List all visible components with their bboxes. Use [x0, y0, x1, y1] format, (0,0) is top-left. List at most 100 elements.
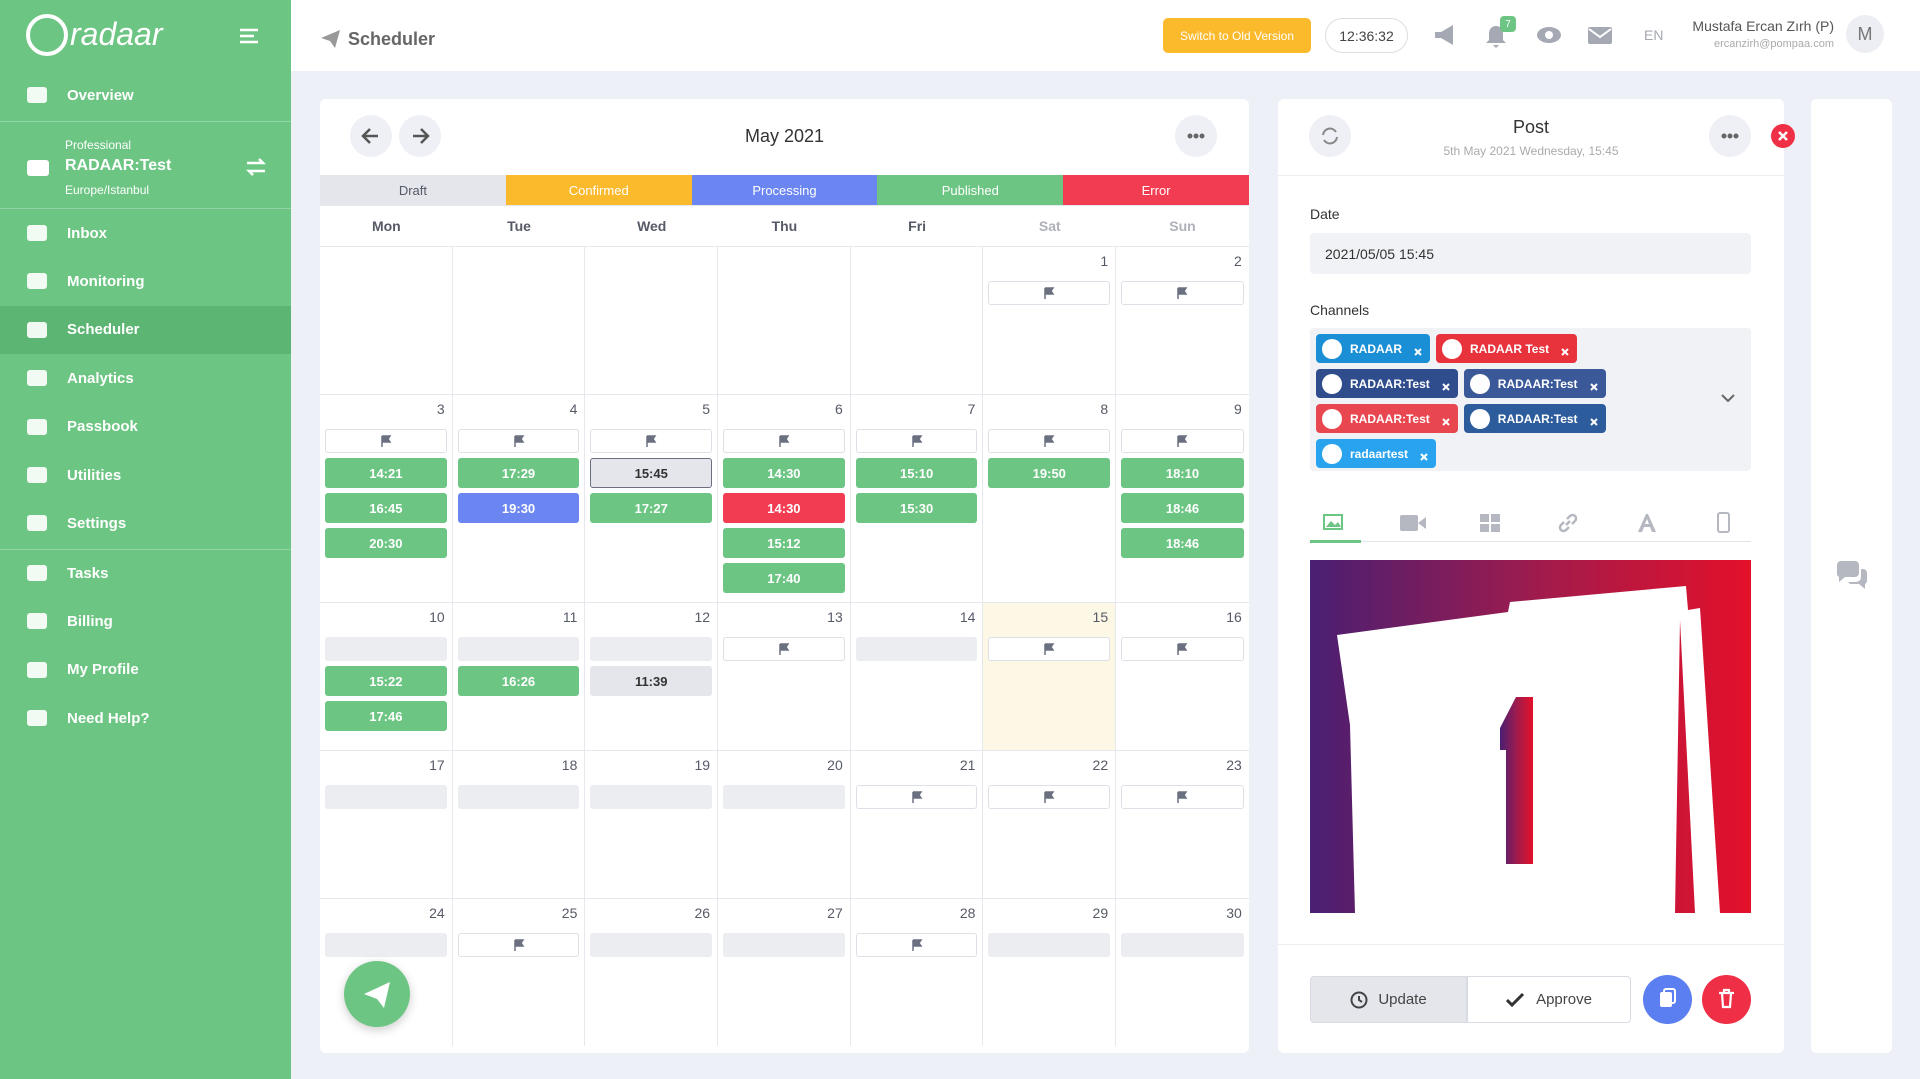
status-1[interactable]: Confirmed: [505, 175, 692, 205]
old-version-button[interactable]: Switch to Old Version: [1163, 18, 1311, 53]
flag-slot[interactable]: [325, 429, 447, 453]
day-cell[interactable]: 13: [718, 603, 851, 750]
flag-slot[interactable]: [1121, 637, 1244, 661]
remove-channel[interactable]: [1589, 415, 1598, 426]
empty-slot[interactable]: [988, 933, 1111, 957]
day-cell[interactable]: 5 15:45 17:27: [585, 395, 719, 602]
flag-slot[interactable]: [855, 785, 978, 809]
menu-item[interactable]: Overview: [0, 71, 291, 119]
day-cell[interactable]: 23: [1116, 751, 1249, 898]
day-cell[interactable]: 10 15:22 17:46: [320, 603, 453, 750]
channels-expand[interactable]: [1721, 394, 1735, 404]
event[interactable]: 16:45: [325, 493, 447, 523]
empty-slot[interactable]: [723, 933, 845, 957]
approve-button[interactable]: Approve: [1467, 976, 1631, 1023]
image-tab[interactable]: [1323, 514, 1343, 530]
flag-slot[interactable]: [855, 429, 978, 453]
refresh-button[interactable]: [1309, 115, 1351, 157]
event[interactable]: 15:22: [325, 666, 447, 696]
event[interactable]: 17:46: [325, 701, 447, 731]
channel-chip[interactable]: RADAAR Test: [1436, 334, 1578, 363]
flag-slot[interactable]: [457, 429, 580, 453]
mobile-tab[interactable]: [1717, 512, 1730, 533]
announcements-icon[interactable]: [1433, 24, 1459, 46]
post-menu[interactable]: [1709, 115, 1751, 157]
day-cell[interactable]: 7 15:10 15:30: [851, 395, 984, 602]
channels-box[interactable]: RADAAR RADAAR Test RADAAR:Test RADAAR:Test R…: [1310, 328, 1751, 471]
menu-item[interactable]: Passbook: [0, 403, 291, 451]
status-4[interactable]: Error: [1063, 175, 1249, 205]
flag-slot[interactable]: [723, 637, 845, 661]
empty-slot[interactable]: [325, 785, 447, 809]
close-post-button[interactable]: [1771, 124, 1795, 148]
event[interactable]: 15:12: [723, 528, 845, 558]
event[interactable]: 20:30: [325, 528, 447, 558]
event[interactable]: 16:26: [457, 666, 580, 696]
mail-icon[interactable]: [1588, 27, 1612, 44]
next-month[interactable]: [399, 115, 441, 157]
flag-slot[interactable]: [457, 933, 580, 957]
day-cell[interactable]: 28: [851, 899, 984, 1046]
avatar[interactable]: M: [1846, 15, 1884, 53]
channel-chip[interactable]: RADAAR:Test: [1316, 404, 1458, 433]
channel-chip[interactable]: RADAAR: [1316, 334, 1430, 363]
flag-slot[interactable]: [988, 637, 1111, 661]
empty-slot[interactable]: [325, 637, 447, 661]
menu-item[interactable]: Utilities: [0, 451, 291, 499]
day-cell[interactable]: 17: [320, 751, 453, 898]
flag-slot[interactable]: [988, 281, 1111, 305]
event[interactable]: 17:40: [723, 563, 845, 593]
gallery-tab[interactable]: [1480, 514, 1500, 532]
update-button[interactable]: Update: [1310, 976, 1467, 1023]
menu-item[interactable]: My Profile: [0, 646, 291, 694]
new-post-button[interactable]: [344, 961, 410, 1027]
day-cell[interactable]: 16: [1116, 603, 1249, 750]
event[interactable]: 18:46: [1121, 528, 1244, 558]
day-cell[interactable]: 26: [585, 899, 719, 1046]
menu-item[interactable]: Inbox: [0, 209, 291, 257]
status-0[interactable]: Draft: [320, 175, 506, 205]
day-cell[interactable]: 24: [320, 899, 453, 1046]
empty-slot[interactable]: [457, 785, 580, 809]
menu-item[interactable]: Scheduler: [0, 305, 291, 354]
status-3[interactable]: Published: [877, 175, 1064, 205]
event[interactable]: 14:21: [325, 458, 447, 488]
menu-toggle[interactable]: [240, 28, 260, 44]
channel-chip[interactable]: RADAAR:Test: [1463, 369, 1606, 398]
day-cell[interactable]: 25: [453, 899, 586, 1046]
notifications-icon[interactable]: [1485, 24, 1507, 48]
remove-channel[interactable]: [1414, 345, 1422, 356]
empty-slot[interactable]: [590, 637, 713, 661]
flag-slot[interactable]: [988, 429, 1111, 453]
flag-slot[interactable]: [988, 785, 1111, 809]
event[interactable]: 14:30: [723, 458, 845, 488]
flag-slot[interactable]: [1121, 785, 1244, 809]
day-cell[interactable]: 19: [585, 751, 719, 898]
menu-item[interactable]: Monitoring: [0, 257, 291, 305]
day-cell[interactable]: 14: [851, 603, 984, 750]
channel-chip[interactable]: RADAAR:Test: [1463, 404, 1606, 433]
menu-item[interactable]: Analytics: [0, 354, 291, 402]
event[interactable]: 14:30: [723, 493, 845, 523]
flag-slot[interactable]: [1121, 281, 1244, 305]
day-cell[interactable]: 21: [851, 751, 984, 898]
delete-button[interactable]: [1702, 975, 1751, 1024]
day-cell[interactable]: 29: [983, 899, 1117, 1046]
day-cell[interactable]: 6 14:30 14:30 15:12 17:40: [718, 395, 851, 602]
remove-channel[interactable]: [1442, 380, 1450, 391]
account-switcher[interactable]: Professional RADAAR:Test Europe/Istanbul: [0, 121, 291, 209]
event[interactable]: 15:30: [855, 493, 978, 523]
chat-icon[interactable]: [1835, 561, 1869, 589]
flag-slot[interactable]: [590, 429, 713, 453]
day-cell[interactable]: 4 17:29 19:30: [453, 395, 586, 602]
day-cell[interactable]: 27: [718, 899, 851, 1046]
day-cell[interactable]: 3 14:21 16:45 20:30: [320, 395, 453, 602]
remove-channel[interactable]: [1589, 380, 1598, 391]
prev-month[interactable]: [350, 115, 392, 157]
flag-slot[interactable]: [723, 429, 845, 453]
day-cell[interactable]: 30: [1116, 899, 1249, 1046]
event[interactable]: 15:10: [855, 458, 978, 488]
menu-item[interactable]: Need Help?: [0, 694, 291, 742]
day-cell[interactable]: 11 16:26: [453, 603, 586, 750]
event[interactable]: 17:29: [457, 458, 580, 488]
